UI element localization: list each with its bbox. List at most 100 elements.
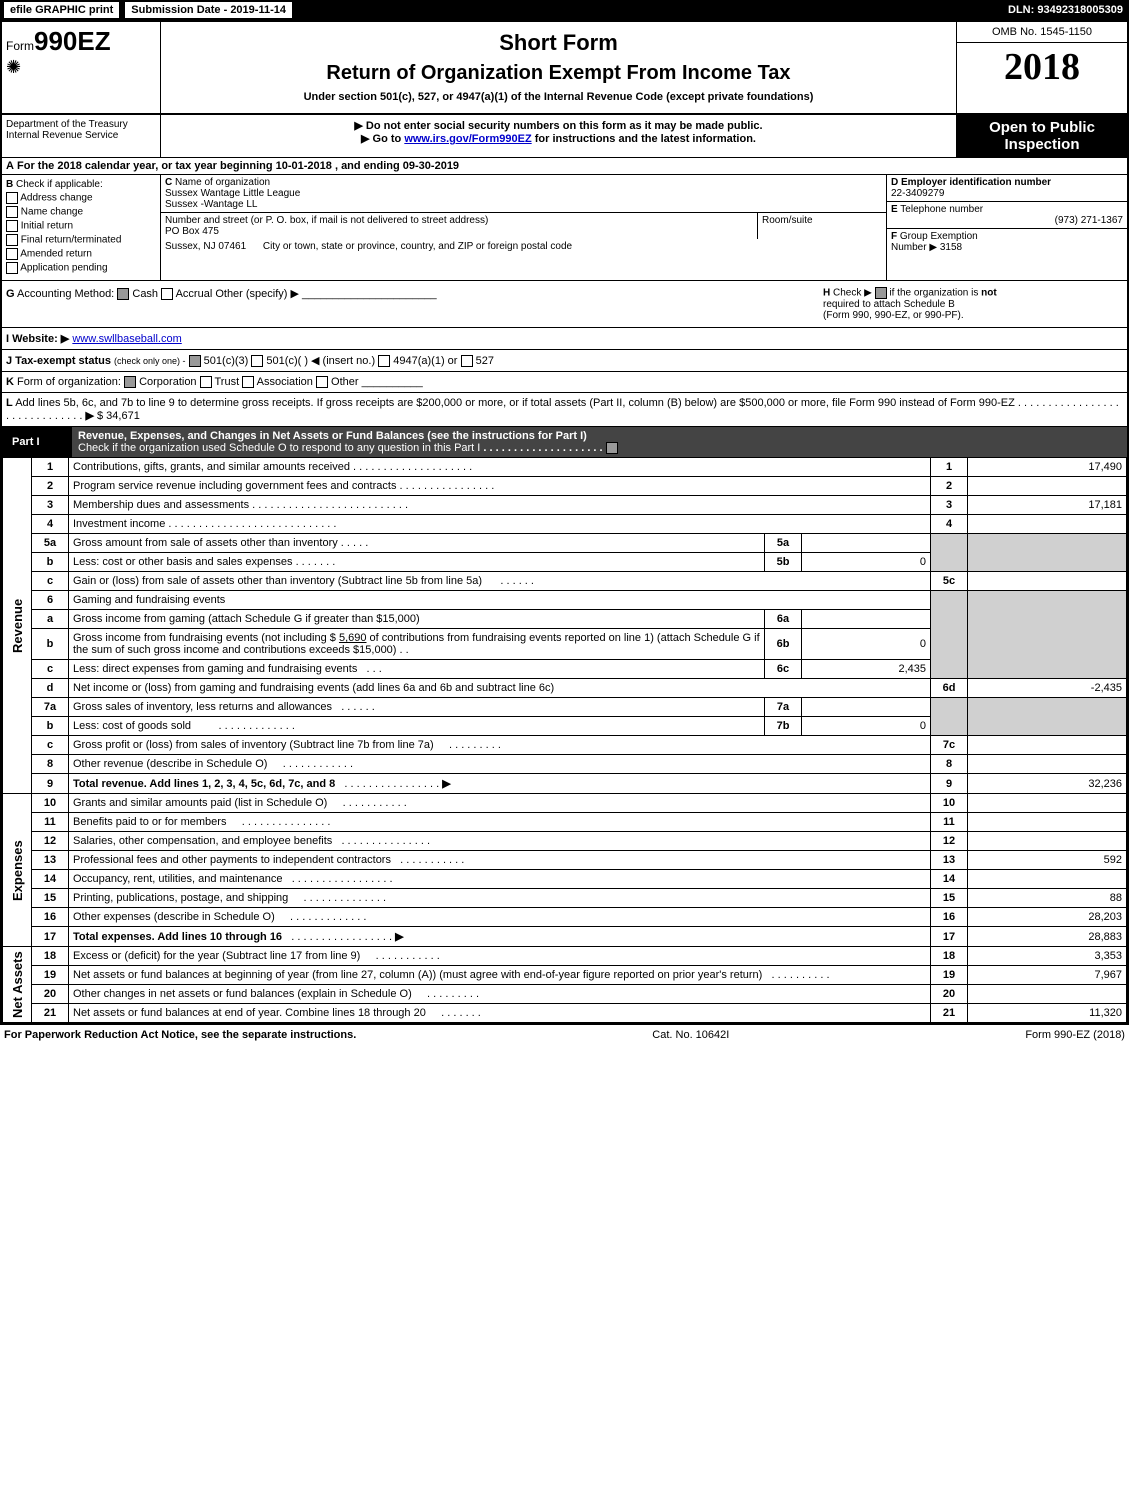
initial-return-label: Initial return (21, 221, 73, 232)
line-6-desc: Gaming and fundraising events (73, 594, 225, 606)
irs-form-link[interactable]: www.irs.gov/Form990EZ (404, 133, 531, 145)
line-21-num: 21 (32, 1004, 69, 1023)
form-number-block: Form990EZ ✺ (2, 22, 161, 113)
line-4-num: 4 (32, 515, 69, 534)
line-5-gray (931, 534, 968, 572)
line-12-num: 12 (32, 832, 69, 851)
gross-receipts-amount: $ 34,671 (97, 410, 140, 422)
line-11-amount (968, 813, 1127, 832)
line-14-num: 14 (32, 870, 69, 889)
address-change-checkbox[interactable] (6, 192, 18, 204)
website-link[interactable]: www.swllbaseball.com (72, 333, 181, 345)
line-5c-amount (968, 572, 1127, 591)
name-change-checkbox[interactable] (6, 206, 18, 218)
city-value: Sussex, NJ 07461 (165, 241, 246, 252)
line-5a-midval (802, 534, 931, 553)
line-1-num: 1 (32, 458, 69, 477)
line-7a-midval (802, 698, 931, 717)
line-6d-amount: -2,435 (968, 679, 1127, 698)
line-20-num: 20 (32, 985, 69, 1004)
527-label: 527 (476, 355, 494, 367)
ein-value: 22-3409279 (891, 188, 944, 199)
line-7b-num: b (32, 717, 69, 736)
line-19-ref: 19 (931, 966, 968, 985)
row-j-label: J Tax-exempt status (6, 355, 111, 367)
line-6b-mid: 6b (765, 629, 802, 660)
col-e-label: E (891, 204, 898, 215)
501c-checkbox[interactable] (251, 355, 263, 367)
final-return-label: Final return/terminated (21, 235, 122, 246)
row-i-website: I Website: ▶ www.swllbaseball.com (2, 328, 1127, 350)
line-3-amount: 17,181 (968, 496, 1127, 515)
line-6c-num: c (32, 660, 69, 679)
part-1-header: Part I Revenue, Expenses, and Changes in… (2, 427, 1127, 457)
trust-checkbox[interactable] (200, 376, 212, 388)
info-grid: B Check if applicable: Address change Na… (2, 175, 1127, 281)
line-15-num: 15 (32, 889, 69, 908)
line-17-num: 17 (32, 927, 69, 947)
initial-return-checkbox[interactable] (6, 220, 18, 232)
phone-value: (973) 271-1367 (1055, 215, 1123, 226)
line-6b-midval: 0 (802, 629, 931, 660)
accrual-checkbox[interactable] (161, 288, 173, 300)
amended-return-checkbox[interactable] (6, 248, 18, 260)
part-1-check-text: Check if the organization used Schedule … (78, 442, 480, 454)
accrual-label: Accrual (176, 288, 213, 300)
line-1-desc: Contributions, gifts, grants, and simila… (73, 461, 350, 473)
line-6-gray-amount (968, 591, 1127, 679)
4947-checkbox[interactable] (378, 355, 390, 367)
line-6b-pre: Gross income from fundraising events (no… (73, 632, 339, 644)
line-16-num: 16 (32, 908, 69, 927)
col-e-text: Telephone number (900, 204, 983, 215)
4947-label: 4947(a)(1) or (393, 355, 457, 367)
header-row-1: Form990EZ ✺ Short Form Return of Organiz… (2, 22, 1127, 115)
open-public-line1: Open to Public (957, 119, 1127, 136)
line-19-num: 19 (32, 966, 69, 985)
line-16-desc: Other expenses (describe in Schedule O) (73, 911, 275, 923)
line-10-amount (968, 794, 1127, 813)
line-11-desc: Benefits paid to or for members (73, 816, 226, 828)
line-19-amount: 7,967 (968, 966, 1127, 985)
dln-label: DLN: 93492318005309 (1008, 4, 1129, 16)
part-1-schedule-o-checkbox[interactable] (606, 442, 618, 454)
line-21-amount: 11,320 (968, 1004, 1127, 1023)
527-checkbox[interactable] (461, 355, 473, 367)
line-6-gray (931, 591, 968, 679)
line-7-gray (931, 698, 968, 736)
line-8-desc: Other revenue (describe in Schedule O) (73, 758, 267, 770)
footer-cat-no: Cat. No. 10642I (652, 1029, 729, 1041)
501c-label: 501(c)( ) ◀ (insert no.) (266, 355, 375, 367)
return-title: Return of Organization Exempt From Incom… (169, 62, 948, 85)
final-return-checkbox[interactable] (6, 234, 18, 246)
header-center: Short Form Return of Organization Exempt… (161, 22, 956, 113)
app-pending-checkbox[interactable] (6, 262, 18, 274)
top-bar: efile GRAPHIC print Submission Date - 20… (0, 0, 1129, 20)
line-12-desc: Salaries, other compensation, and employ… (73, 835, 332, 847)
line-5c-ref: 5c (931, 572, 968, 591)
goto-prefix: ▶ Go to (361, 133, 404, 145)
line-6c-midval: 2,435 (802, 660, 931, 679)
efile-print-label[interactable]: efile GRAPHIC print (4, 2, 119, 18)
footer-paperwork: For Paperwork Reduction Act Notice, see … (4, 1029, 356, 1041)
line-19-desc: Net assets or fund balances at beginning… (73, 969, 762, 981)
room-label: Room/suite (762, 215, 813, 226)
line-6a-mid: 6a (765, 610, 802, 629)
line-17-amount: 28,883 (968, 927, 1127, 947)
center-instructions: ▶ Do not enter social security numbers o… (161, 115, 956, 157)
line-17-ref: 17 (931, 927, 968, 947)
cash-checkbox[interactable] (117, 288, 129, 300)
corp-label: Corporation (139, 376, 196, 388)
line-1-amount: 17,490 (968, 458, 1127, 477)
line-18-ref: 18 (931, 947, 968, 966)
other-org-checkbox[interactable] (316, 376, 328, 388)
line-13-desc: Professional fees and other payments to … (73, 854, 391, 866)
line-3-ref: 3 (931, 496, 968, 515)
name-change-label: Name change (21, 207, 83, 218)
501c3-checkbox[interactable] (189, 355, 201, 367)
assoc-checkbox[interactable] (242, 376, 254, 388)
omb-number: OMB No. 1545-1150 (957, 22, 1127, 43)
corp-checkbox[interactable] (124, 376, 136, 388)
row-k-label: K (6, 376, 14, 388)
schedule-b-checkbox[interactable] (875, 287, 887, 299)
open-to-public-banner: Open to Public Inspection (956, 115, 1127, 157)
